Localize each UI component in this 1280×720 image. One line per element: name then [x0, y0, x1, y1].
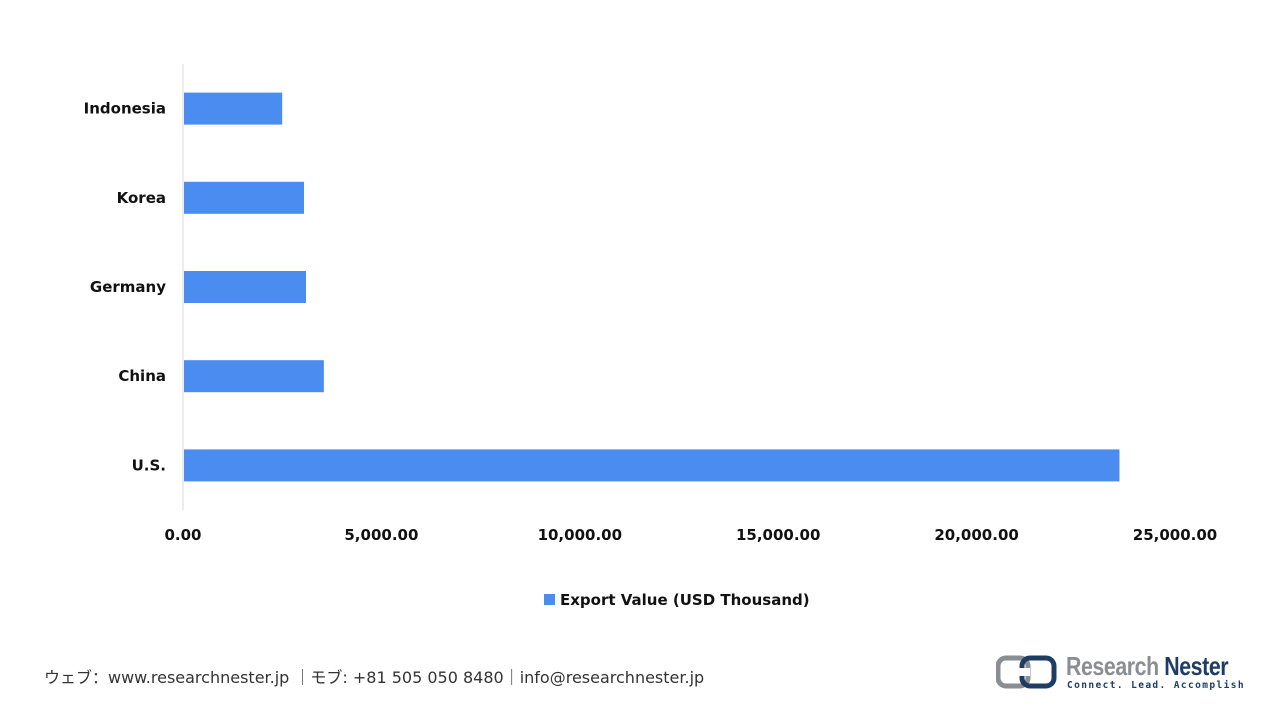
logo-name-research: Research: [1066, 651, 1159, 681]
x-tick-label: 0.00: [164, 526, 201, 544]
bar-korea: [184, 181, 305, 214]
research-nester-logo: Research Nester Connect. Lead. Accomplis…: [996, 651, 1246, 692]
legend-swatch: [544, 594, 555, 605]
category-label: U.S.: [132, 456, 166, 474]
legend-label: Export Value (USD Thousand): [560, 591, 810, 609]
logo-mark-icon: [996, 655, 1057, 689]
legend: Export Value (USD Thousand): [544, 591, 810, 609]
logo-name: Research Nester: [1066, 651, 1229, 682]
x-tick-label: 25,000.00: [1133, 526, 1217, 544]
category-label: Indonesia: [84, 100, 166, 118]
logo-tagline: Connect. Lead. Accomplish: [1067, 680, 1245, 691]
category-label: China: [118, 367, 166, 385]
bar-china: [184, 360, 324, 393]
category-label: Germany: [90, 278, 166, 296]
x-tick-label: 10,000.00: [538, 526, 622, 544]
logo-name-nester: Nester: [1164, 651, 1229, 681]
category-label: Korea: [117, 189, 166, 207]
footer-contact-info: ウェブ：www.researchnester.jp ｜モブ: +81 505 0…: [44, 668, 705, 687]
x-tick-label: 15,000.00: [736, 526, 820, 544]
bar-germany: [184, 271, 307, 303]
x-tick-label: 20,000.00: [934, 526, 1018, 544]
bar-indonesia: [184, 92, 283, 125]
bar-chart: Indonesia Korea Germany China U.S. 0.00 5,000…: [84, 64, 1217, 609]
x-tick-label: 5,000.00: [344, 526, 418, 544]
bar-u-s: [184, 449, 1120, 482]
